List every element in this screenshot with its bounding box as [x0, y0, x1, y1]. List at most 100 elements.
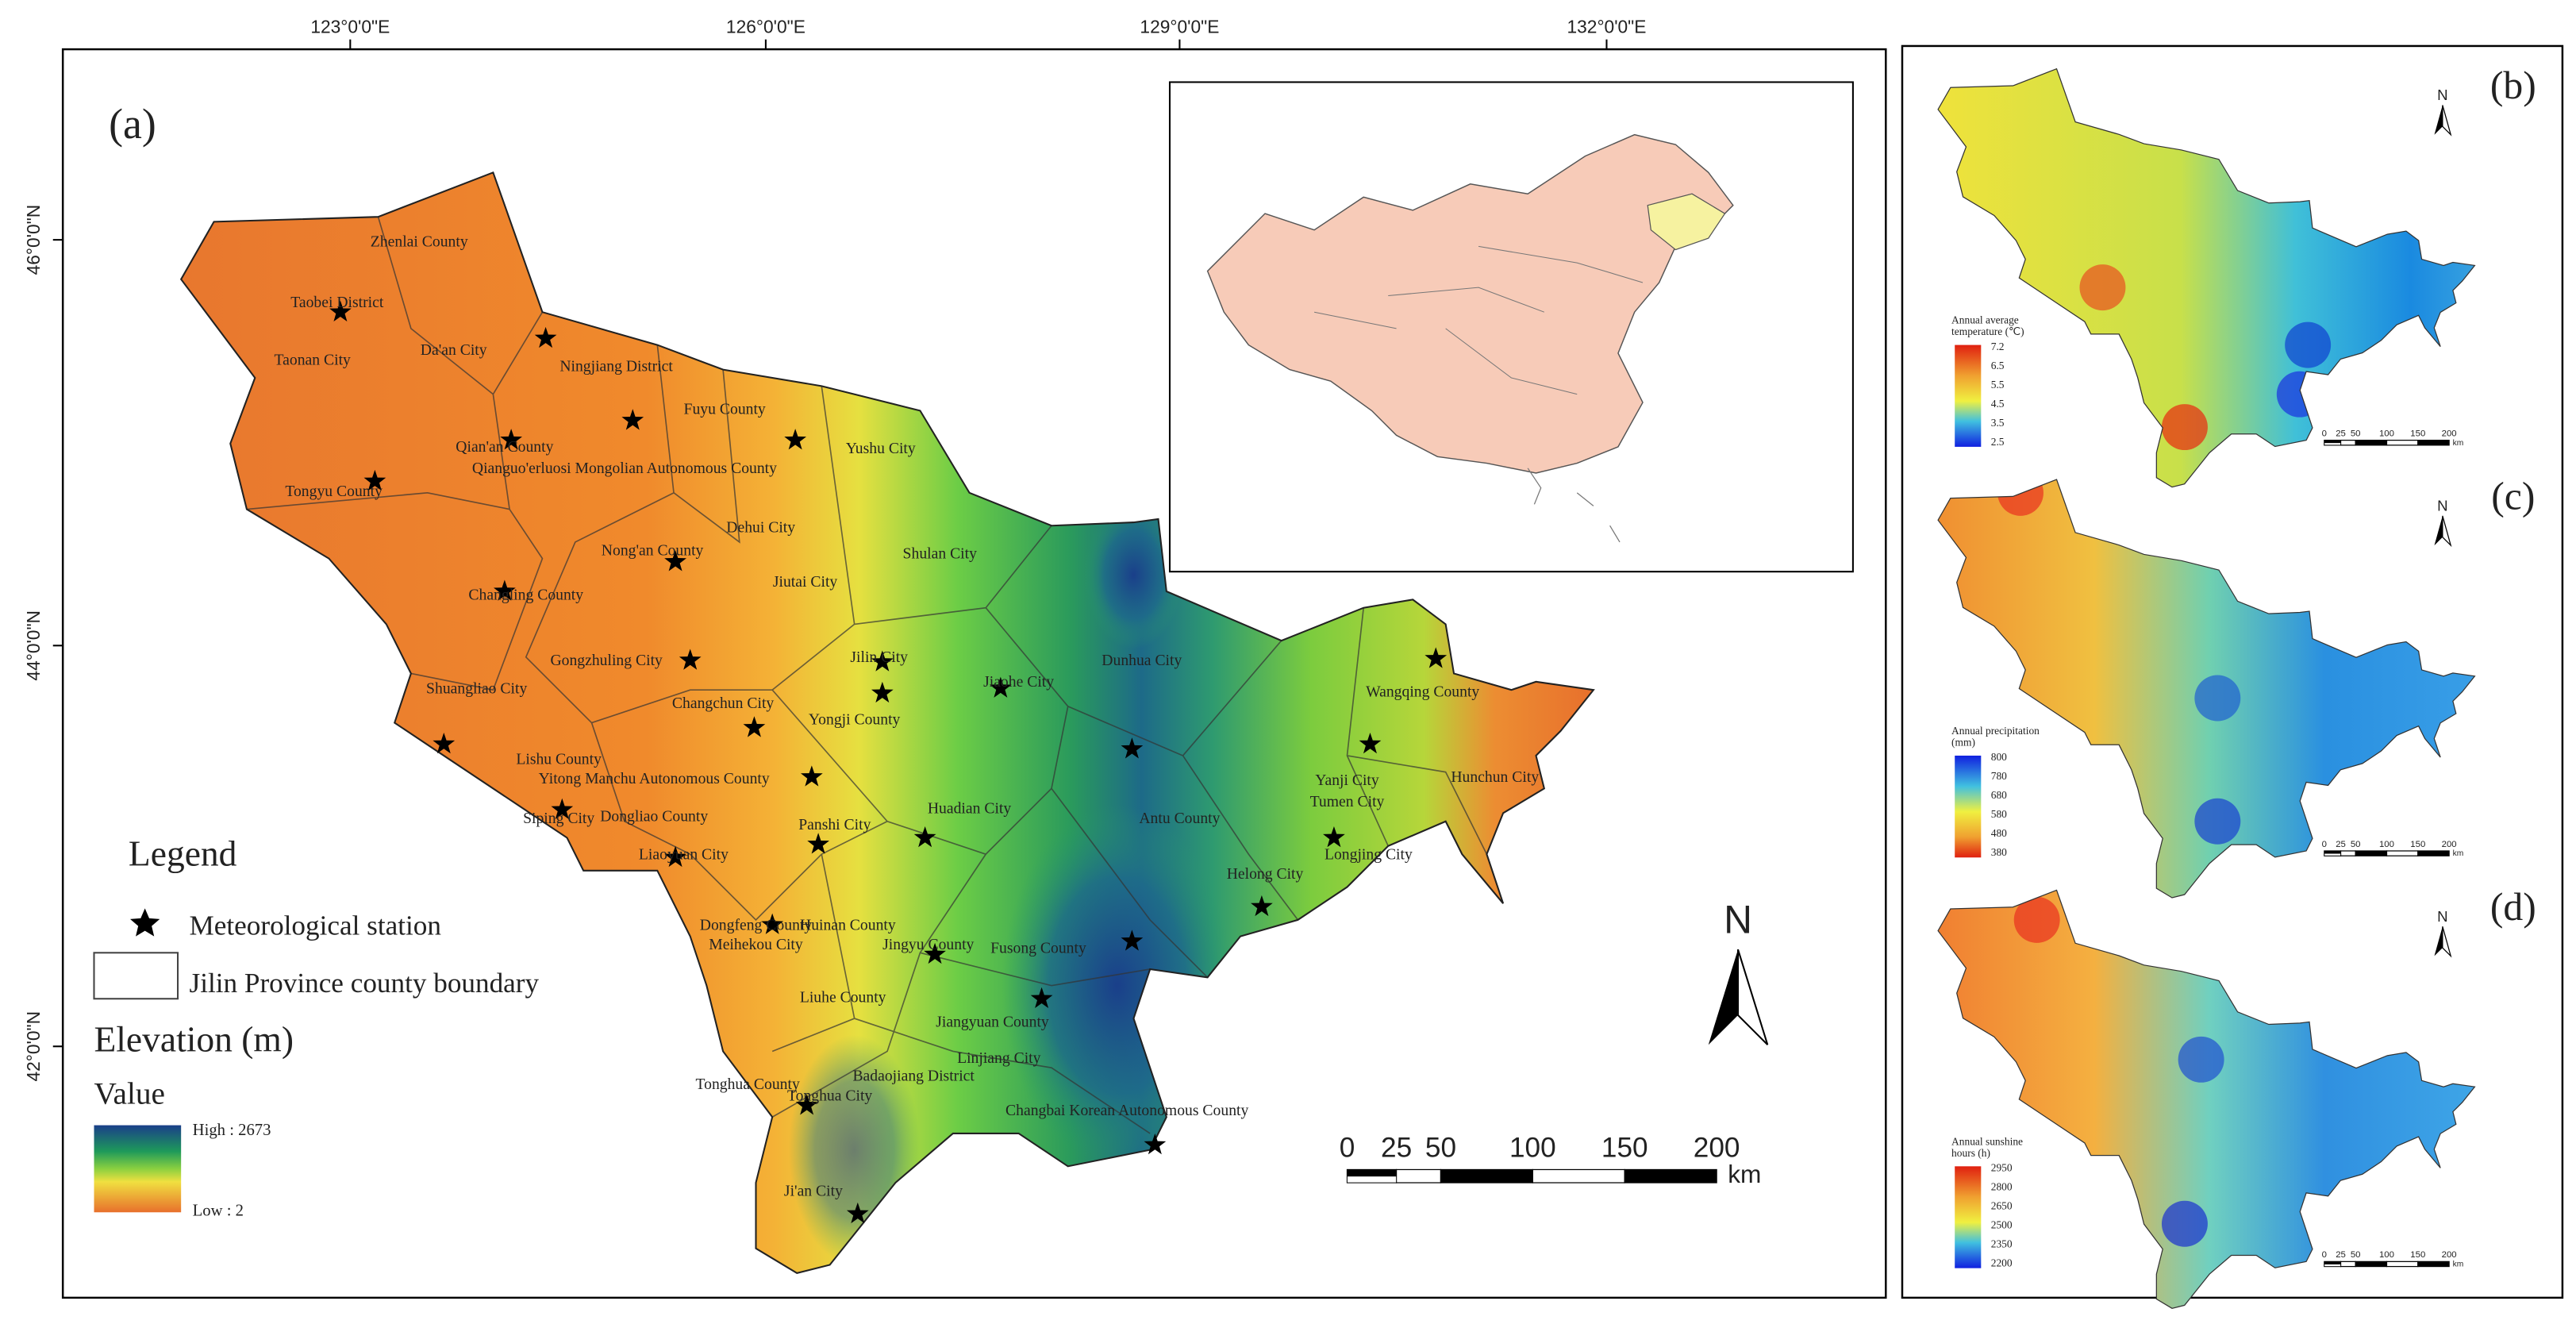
colorbar-label: 2200 — [1991, 1257, 2013, 1269]
county-label: Longjing City — [1325, 845, 1413, 863]
county-label: Tonghua County — [695, 1076, 799, 1093]
latitude-label: 42°0'0"N — [23, 1011, 44, 1082]
scale-label: 25 — [2336, 1250, 2346, 1260]
north-label: N — [2437, 908, 2447, 925]
meteorological-station — [913, 826, 936, 848]
province-outline — [1937, 479, 2476, 899]
county-label: Badaojiang District — [852, 1068, 975, 1085]
scale-label: 150 — [2410, 1250, 2425, 1260]
colorbar — [1955, 344, 1982, 447]
climate-blob — [2178, 1036, 2224, 1083]
colorbar-label: 7.2 — [1991, 341, 2005, 352]
scale-segment — [1532, 1168, 1625, 1184]
colorbar-label: 580 — [1991, 808, 2007, 820]
longitude-label: 132°0'0"E — [1567, 16, 1646, 37]
legend-title: temperature (℃) — [1951, 325, 2024, 337]
colorbar-label: 4.5 — [1991, 398, 2005, 410]
panel-label: (c) — [2491, 475, 2535, 518]
province-outline — [1937, 67, 2476, 488]
county-label: Dunhua City — [1102, 652, 1182, 669]
county-label: Jilin City — [850, 649, 908, 666]
scale-label: 150 — [2410, 840, 2425, 849]
colorbar-label: 480 — [1991, 827, 2007, 839]
county-label: Yongji County — [809, 711, 901, 729]
county-label: Helong City — [1227, 865, 1304, 883]
colorbar-label: 2650 — [1991, 1200, 2013, 1212]
meteorological-station — [621, 409, 644, 430]
scale-label: 0 — [2322, 1250, 2327, 1260]
county-label: Da'an City — [421, 341, 487, 359]
scale-label: 25 — [1381, 1133, 1412, 1164]
elevation-low: Low : 2 — [193, 1202, 244, 1219]
meteorological-station — [500, 429, 523, 450]
scale-segment — [2386, 850, 2419, 856]
meteorological-station — [784, 429, 807, 450]
county-label: Dongliao County — [600, 808, 708, 826]
county-label: Nong'an County — [602, 541, 704, 559]
county-label: Shuangliao City — [426, 679, 527, 697]
county-label: Dehui City — [726, 519, 795, 537]
county-label: Yushu City — [846, 440, 916, 457]
county-label: Qian'an County — [456, 438, 553, 456]
county-label: Siping City — [523, 810, 594, 827]
county-label: Zhenlai County — [371, 233, 468, 250]
meteorological-station — [846, 1202, 869, 1224]
colorbar-label: 2800 — [1991, 1181, 2013, 1193]
longitude-label: 123°0'0"E — [310, 16, 390, 37]
relief-high — [1084, 501, 1183, 649]
scale-label: 25 — [2336, 429, 2346, 438]
meteorological-station — [1121, 929, 1144, 951]
north-arrow — [2434, 515, 2443, 546]
scale-label: 100 — [2379, 840, 2394, 849]
county-label: Linjiang City — [957, 1049, 1041, 1067]
scale-segment — [2340, 439, 2356, 446]
scale-segment — [2324, 442, 2341, 446]
meteorological-station — [664, 550, 686, 572]
scale-label: 100 — [2379, 1250, 2394, 1260]
colorbar-label: 2950 — [1991, 1162, 2013, 1174]
legend-title: (mm) — [1951, 737, 1975, 749]
scale-label: 200 — [1694, 1133, 1740, 1164]
county-label: Gongzhuling City — [550, 652, 663, 669]
county-label: Yitong Manchu Autonomous County — [539, 770, 770, 787]
county-lines — [246, 216, 1488, 1134]
county-label: Huinan County — [800, 916, 896, 933]
legend-boundary: Jilin Province county boundary — [190, 968, 540, 999]
meteorological-station — [493, 579, 516, 601]
colorbar — [1955, 1166, 1982, 1268]
meteorological-station — [551, 798, 574, 820]
county-label: Wangqing County — [1366, 683, 1479, 700]
scale-segment — [2417, 850, 2450, 856]
scale-label: 200 — [2442, 840, 2457, 849]
county-label: Qianguo'erluosi Mongolian Autonomous Cou… — [472, 460, 777, 477]
climate-blob — [2013, 896, 2060, 943]
scale-label: 0 — [1340, 1133, 1355, 1164]
county-label: Tongyu County — [285, 483, 383, 500]
scale-segment — [2386, 439, 2419, 446]
scale-label: 150 — [2410, 429, 2425, 438]
scale-segment — [2355, 850, 2388, 856]
north-arrow — [2442, 926, 2452, 958]
county-label: Changchun City — [672, 695, 774, 712]
colorbar-label: 800 — [1991, 751, 2007, 763]
meteorological-station — [1251, 895, 1273, 917]
colorbar-label: 680 — [1991, 789, 2007, 801]
panel-label: (d) — [2490, 885, 2536, 929]
meteorological-station — [329, 300, 352, 321]
scale-label: 50 — [2351, 840, 2361, 849]
panel-label: (a) — [109, 100, 156, 148]
scale-label: 100 — [2379, 429, 2394, 438]
meteorological-station — [679, 649, 702, 670]
north-arrow — [2434, 926, 2443, 956]
legend-title: Annual average — [1951, 314, 2019, 326]
scale-label: 50 — [2351, 429, 2361, 438]
county-label: Changling County — [468, 586, 583, 603]
scale-segment — [1347, 1176, 1397, 1184]
county-label: Hunchun City — [1451, 768, 1539, 786]
scale-segment — [2324, 853, 2341, 856]
scale-label: 150 — [1601, 1133, 1648, 1164]
county-label: Taobei District — [290, 294, 384, 311]
climate-blob — [2079, 264, 2126, 311]
county-label: Panshi City — [798, 816, 871, 833]
county-label: Tonghua City — [787, 1087, 872, 1105]
